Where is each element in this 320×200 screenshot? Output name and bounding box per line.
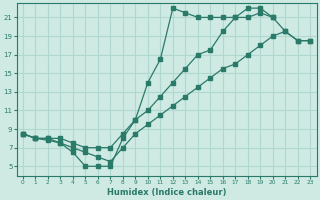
X-axis label: Humidex (Indice chaleur): Humidex (Indice chaleur) — [107, 188, 226, 197]
